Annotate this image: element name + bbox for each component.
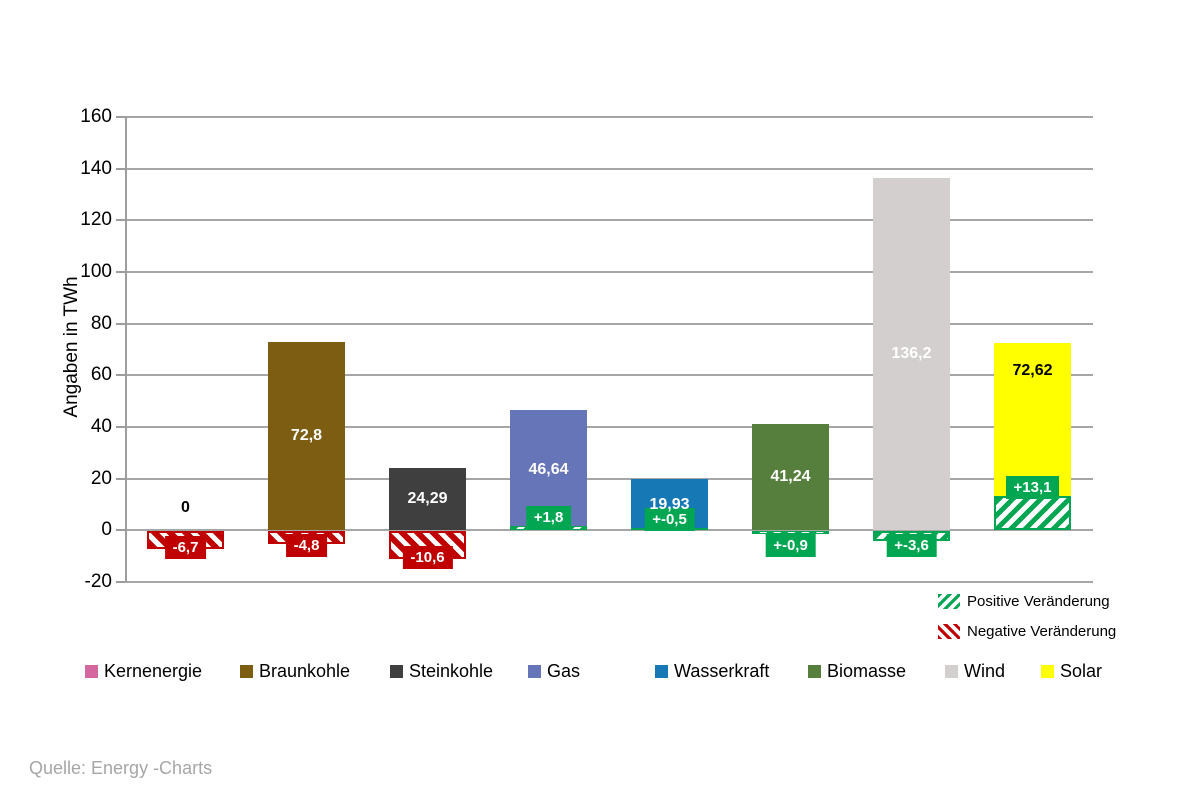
y-axis-line	[125, 117, 127, 582]
y-tick-60	[116, 374, 125, 377]
legend-positive-change: Positive Veränderung	[938, 591, 1110, 611]
y-axis-title: Angaben in TWh	[61, 276, 82, 418]
y-tick-40	[116, 426, 125, 428]
y-tick--20	[116, 581, 125, 583]
legend-swatch-wasserkraft	[655, 664, 668, 678]
legend-swatch-gas	[528, 664, 541, 678]
legend-negative-change: Negative Veränderung	[938, 621, 1116, 641]
value-label-kernenergie: 0	[181, 499, 190, 517]
change-label-braunkohle: -4,8	[285, 534, 328, 558]
gridline--20	[125, 581, 1093, 583]
legend-item-biomasse: Biomasse	[808, 660, 906, 682]
legend-swatch-steinkohle	[390, 664, 403, 678]
change-bar-solar	[994, 496, 1071, 531]
legend-label-steinkohle: Steinkohle	[409, 660, 494, 681]
y-tick-0	[116, 529, 125, 532]
y-tick-label-120: 120	[80, 209, 112, 231]
bar-braunkohle	[268, 342, 345, 531]
legend-item-wasserkraft: Wasserkraft	[655, 660, 769, 682]
legend-label-wasserkraft: Wasserkraft	[674, 660, 770, 681]
legend-item-solar: Solar	[1041, 660, 1102, 682]
value-label-wind: 136,2	[891, 345, 932, 363]
value-label-solar: 72,62	[1012, 361, 1053, 379]
change-label-wasserkraft: +-0,5	[644, 508, 695, 532]
negative-hatch-icon	[938, 623, 960, 639]
legend-label-wind: Wind	[964, 660, 1006, 681]
value-label-gas: 46,64	[528, 461, 569, 479]
gridline-120	[125, 219, 1093, 222]
y-tick-label-20: 20	[90, 467, 112, 489]
bar-steinkohle	[389, 467, 466, 531]
change-label-gas: +1,8	[525, 505, 572, 529]
positive-hatch-icon	[938, 593, 960, 609]
value-label-wasserkraft: 19,93	[649, 495, 690, 513]
legend-swatch-braunkohle	[240, 664, 253, 678]
change-label-wind: +-3,6	[886, 534, 937, 558]
y-tick-20	[116, 477, 125, 480]
legend-label-solar: Solar	[1060, 660, 1103, 681]
gridline-140	[125, 167, 1093, 170]
legend-item-gas: Gas	[528, 660, 580, 682]
y-tick-label--20: -20	[84, 571, 112, 592]
change-label-solar: +13,1	[1005, 476, 1060, 500]
legend-positive-change-label: Positive Veränderung	[967, 592, 1110, 610]
legend-item-braunkohle: Braunkohle	[240, 660, 350, 682]
value-label-braunkohle: 72,8	[290, 427, 323, 445]
gridline-160	[125, 116, 1093, 118]
y-tick-160	[116, 116, 125, 118]
bar-biomasse	[752, 423, 829, 531]
legend-swatch-kernenergie	[85, 664, 98, 678]
legend-label-biomasse: Biomasse	[827, 660, 907, 681]
legend-label-kernenergie: Kernenergie	[104, 660, 203, 681]
y-tick-label-80: 80	[90, 312, 112, 334]
change-label-biomasse: +-0,9	[765, 534, 816, 558]
gridline-80	[125, 322, 1093, 325]
value-label-biomasse: 41,24	[770, 468, 811, 486]
change-label-kernenergie: -6,7	[164, 535, 207, 559]
gridline-40	[125, 426, 1093, 428]
gridline-0	[125, 529, 1093, 532]
y-tick-label-100: 100	[80, 261, 112, 282]
gridline-100	[125, 271, 1093, 273]
y-tick-label-60: 60	[90, 364, 112, 386]
change-bar-biomasse	[752, 531, 829, 534]
legend-item-steinkohle: Steinkohle	[390, 660, 493, 682]
legend-swatch-wind	[945, 664, 958, 678]
legend-negative-change-label: Negative Veränderung	[967, 622, 1117, 640]
value-label-steinkohle: 24,29	[407, 489, 448, 507]
y-tick-100	[116, 271, 125, 273]
legend-item-kernenergie: Kernenergie	[85, 660, 202, 682]
y-tick-140	[116, 167, 125, 170]
gridline-20	[125, 477, 1093, 480]
legend-swatch-solar	[1041, 664, 1054, 678]
y-tick-label-160: 160	[80, 106, 112, 127]
bar-wind	[873, 178, 950, 531]
y-tick-120	[116, 219, 125, 222]
legend-item-wind: Wind	[945, 660, 1005, 682]
y-tick-label-0: 0	[101, 519, 112, 541]
source-note: Quelle: Energy -Charts	[29, 758, 213, 778]
legend-label-gas: Gas	[547, 660, 581, 681]
legend-label-braunkohle: Braunkohle	[259, 660, 351, 681]
change-label-steinkohle: -10,6	[402, 545, 453, 569]
y-tick-80	[116, 322, 125, 325]
y-tick-label-40: 40	[90, 416, 112, 437]
legend-swatch-biomasse	[808, 664, 821, 678]
y-tick-label-140: 140	[80, 157, 112, 179]
gridline-60	[125, 374, 1093, 377]
